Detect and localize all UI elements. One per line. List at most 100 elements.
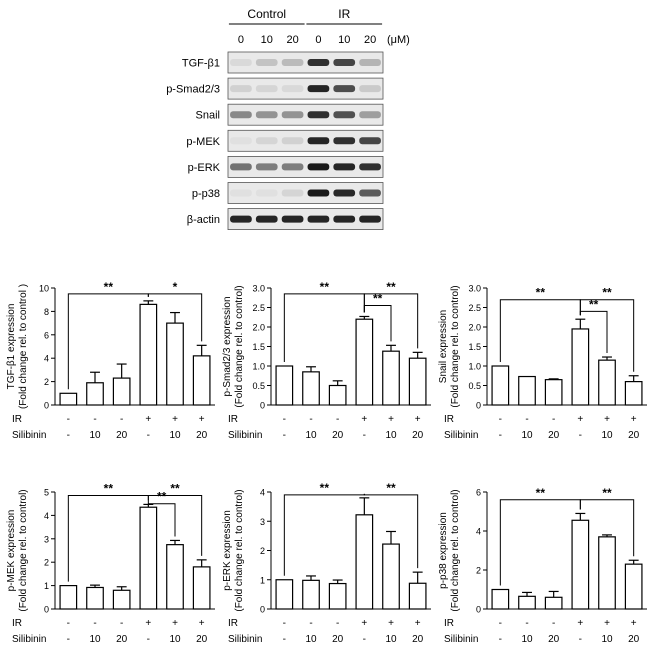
silibinin-dose: - bbox=[579, 430, 582, 441]
significance-label: ** bbox=[320, 481, 330, 495]
blot-band bbox=[230, 215, 252, 223]
ir-row-label: IR bbox=[12, 414, 22, 425]
bar bbox=[112, 377, 131, 406]
y-tick-label: 2 bbox=[44, 377, 49, 387]
ir-sign: - bbox=[93, 414, 96, 425]
dose-label: 20 bbox=[364, 34, 376, 46]
silibinin-dose: 10 bbox=[601, 634, 613, 645]
y-tick-label: 0 bbox=[44, 401, 49, 411]
bar bbox=[624, 380, 643, 406]
y-tick-label: 2.0 bbox=[252, 323, 265, 333]
y-tick-label: 10 bbox=[39, 284, 49, 294]
blot-band bbox=[281, 215, 304, 223]
blot-band bbox=[230, 111, 252, 119]
blot-band bbox=[281, 163, 304, 171]
y-axis-label-line2: (Fold change rel. to control) bbox=[18, 489, 29, 611]
significance-bracket bbox=[147, 500, 176, 537]
ir-sign: - bbox=[120, 618, 123, 629]
bar bbox=[544, 379, 563, 406]
blot-band bbox=[307, 59, 330, 66]
silibinin-dose: 20 bbox=[196, 634, 208, 645]
y-tick-label: 0 bbox=[260, 605, 265, 615]
y-tick-label: 2 bbox=[260, 546, 265, 556]
blot-band bbox=[230, 163, 252, 171]
bar-chart-p-erk: p-ERK expression (Fold change rel. to con… bbox=[222, 481, 431, 645]
silibinin-row-label: Silibinin bbox=[444, 430, 478, 441]
bar-chart-p-mek: p-MEK expression (Fold change rel. to con… bbox=[6, 482, 215, 645]
silibinin-dose: 20 bbox=[548, 430, 560, 441]
silibinin-dose: 20 bbox=[332, 430, 344, 441]
ir-sign: - bbox=[67, 414, 70, 425]
protein-label: p-Smad2/3 bbox=[166, 84, 220, 96]
significance-label: ** bbox=[320, 280, 330, 294]
silibinin-dose: - bbox=[147, 634, 150, 645]
ir-sign: - bbox=[552, 618, 555, 629]
significance-bracket bbox=[579, 299, 635, 372]
ir-sign: + bbox=[415, 618, 421, 629]
blot-band bbox=[230, 137, 252, 145]
ir-sign: + bbox=[199, 414, 205, 425]
blot-band bbox=[359, 163, 381, 171]
silibinin-dose: 10 bbox=[521, 634, 533, 645]
significance-bracket bbox=[579, 310, 608, 354]
dose-label: 10 bbox=[261, 34, 273, 46]
blot-strip bbox=[227, 155, 384, 178]
bar bbox=[275, 579, 294, 610]
significance-bracket bbox=[363, 493, 419, 569]
bar bbox=[598, 359, 616, 406]
significance-label: ** bbox=[602, 286, 612, 300]
silibinin-dose: 10 bbox=[89, 430, 101, 441]
blot-band bbox=[255, 85, 278, 93]
ir-sign: + bbox=[577, 618, 583, 629]
significance-bracket bbox=[499, 299, 581, 362]
bar bbox=[355, 514, 374, 610]
y-tick-label: 0 bbox=[476, 605, 481, 615]
silibinin-dose: - bbox=[283, 430, 286, 441]
blot-strip bbox=[227, 51, 384, 74]
blot-band bbox=[281, 111, 304, 119]
blot-band bbox=[307, 163, 330, 171]
y-tick-label: 0 bbox=[260, 401, 265, 411]
y-tick-label: 2 bbox=[44, 558, 49, 568]
bar bbox=[59, 392, 78, 406]
silibinin-row-label: Silibinin bbox=[444, 634, 478, 645]
blot-band bbox=[281, 137, 304, 145]
blot-strip bbox=[227, 103, 384, 126]
blot-band bbox=[230, 85, 252, 93]
silibinin-dose: - bbox=[67, 430, 70, 441]
blot-band bbox=[281, 189, 304, 197]
y-tick-label: 2 bbox=[476, 566, 481, 576]
blot-band bbox=[359, 189, 381, 197]
western-blot-panel: Control IR 0 10 20 0 10 20 (μM) TGF-β1 p-Smad2/3 Sn… bbox=[166, 7, 410, 231]
bar-chart-snail: Snail expression (Fold change rel. to con… bbox=[438, 284, 647, 441]
bar bbox=[328, 582, 347, 610]
dose-label: 0 bbox=[238, 34, 244, 46]
bar bbox=[192, 355, 211, 406]
bar bbox=[571, 519, 590, 610]
ir-row-label: IR bbox=[228, 618, 238, 629]
bar-chart-tgf-beta1: TGF-β1 expression (Fold change rel. to co… bbox=[6, 280, 215, 441]
bar bbox=[166, 322, 184, 406]
blot-band bbox=[230, 59, 252, 66]
y-axis-label-line2: (Fold change rel. to control) bbox=[234, 285, 245, 407]
ir-sign: - bbox=[336, 414, 339, 425]
bar bbox=[166, 544, 184, 610]
silibinin-dose: - bbox=[363, 634, 366, 645]
ir-sign: + bbox=[577, 414, 583, 425]
blot-band bbox=[333, 111, 356, 119]
significance-bracket bbox=[283, 493, 365, 576]
ir-sign: + bbox=[388, 414, 394, 425]
blot-band bbox=[333, 59, 356, 66]
bar bbox=[86, 586, 104, 610]
silibinin-dose: - bbox=[499, 634, 502, 645]
y-tick-label: 1.0 bbox=[468, 362, 481, 372]
silibinin-dose: - bbox=[283, 634, 286, 645]
bar bbox=[86, 382, 104, 406]
ir-sign: + bbox=[415, 414, 421, 425]
y-tick-label: 5 bbox=[44, 488, 49, 498]
blot-band bbox=[255, 189, 278, 197]
silibinin-dose: - bbox=[147, 430, 150, 441]
bar bbox=[302, 579, 320, 610]
y-tick-label: 3.0 bbox=[468, 284, 481, 294]
protein-label: Snail bbox=[196, 110, 220, 122]
